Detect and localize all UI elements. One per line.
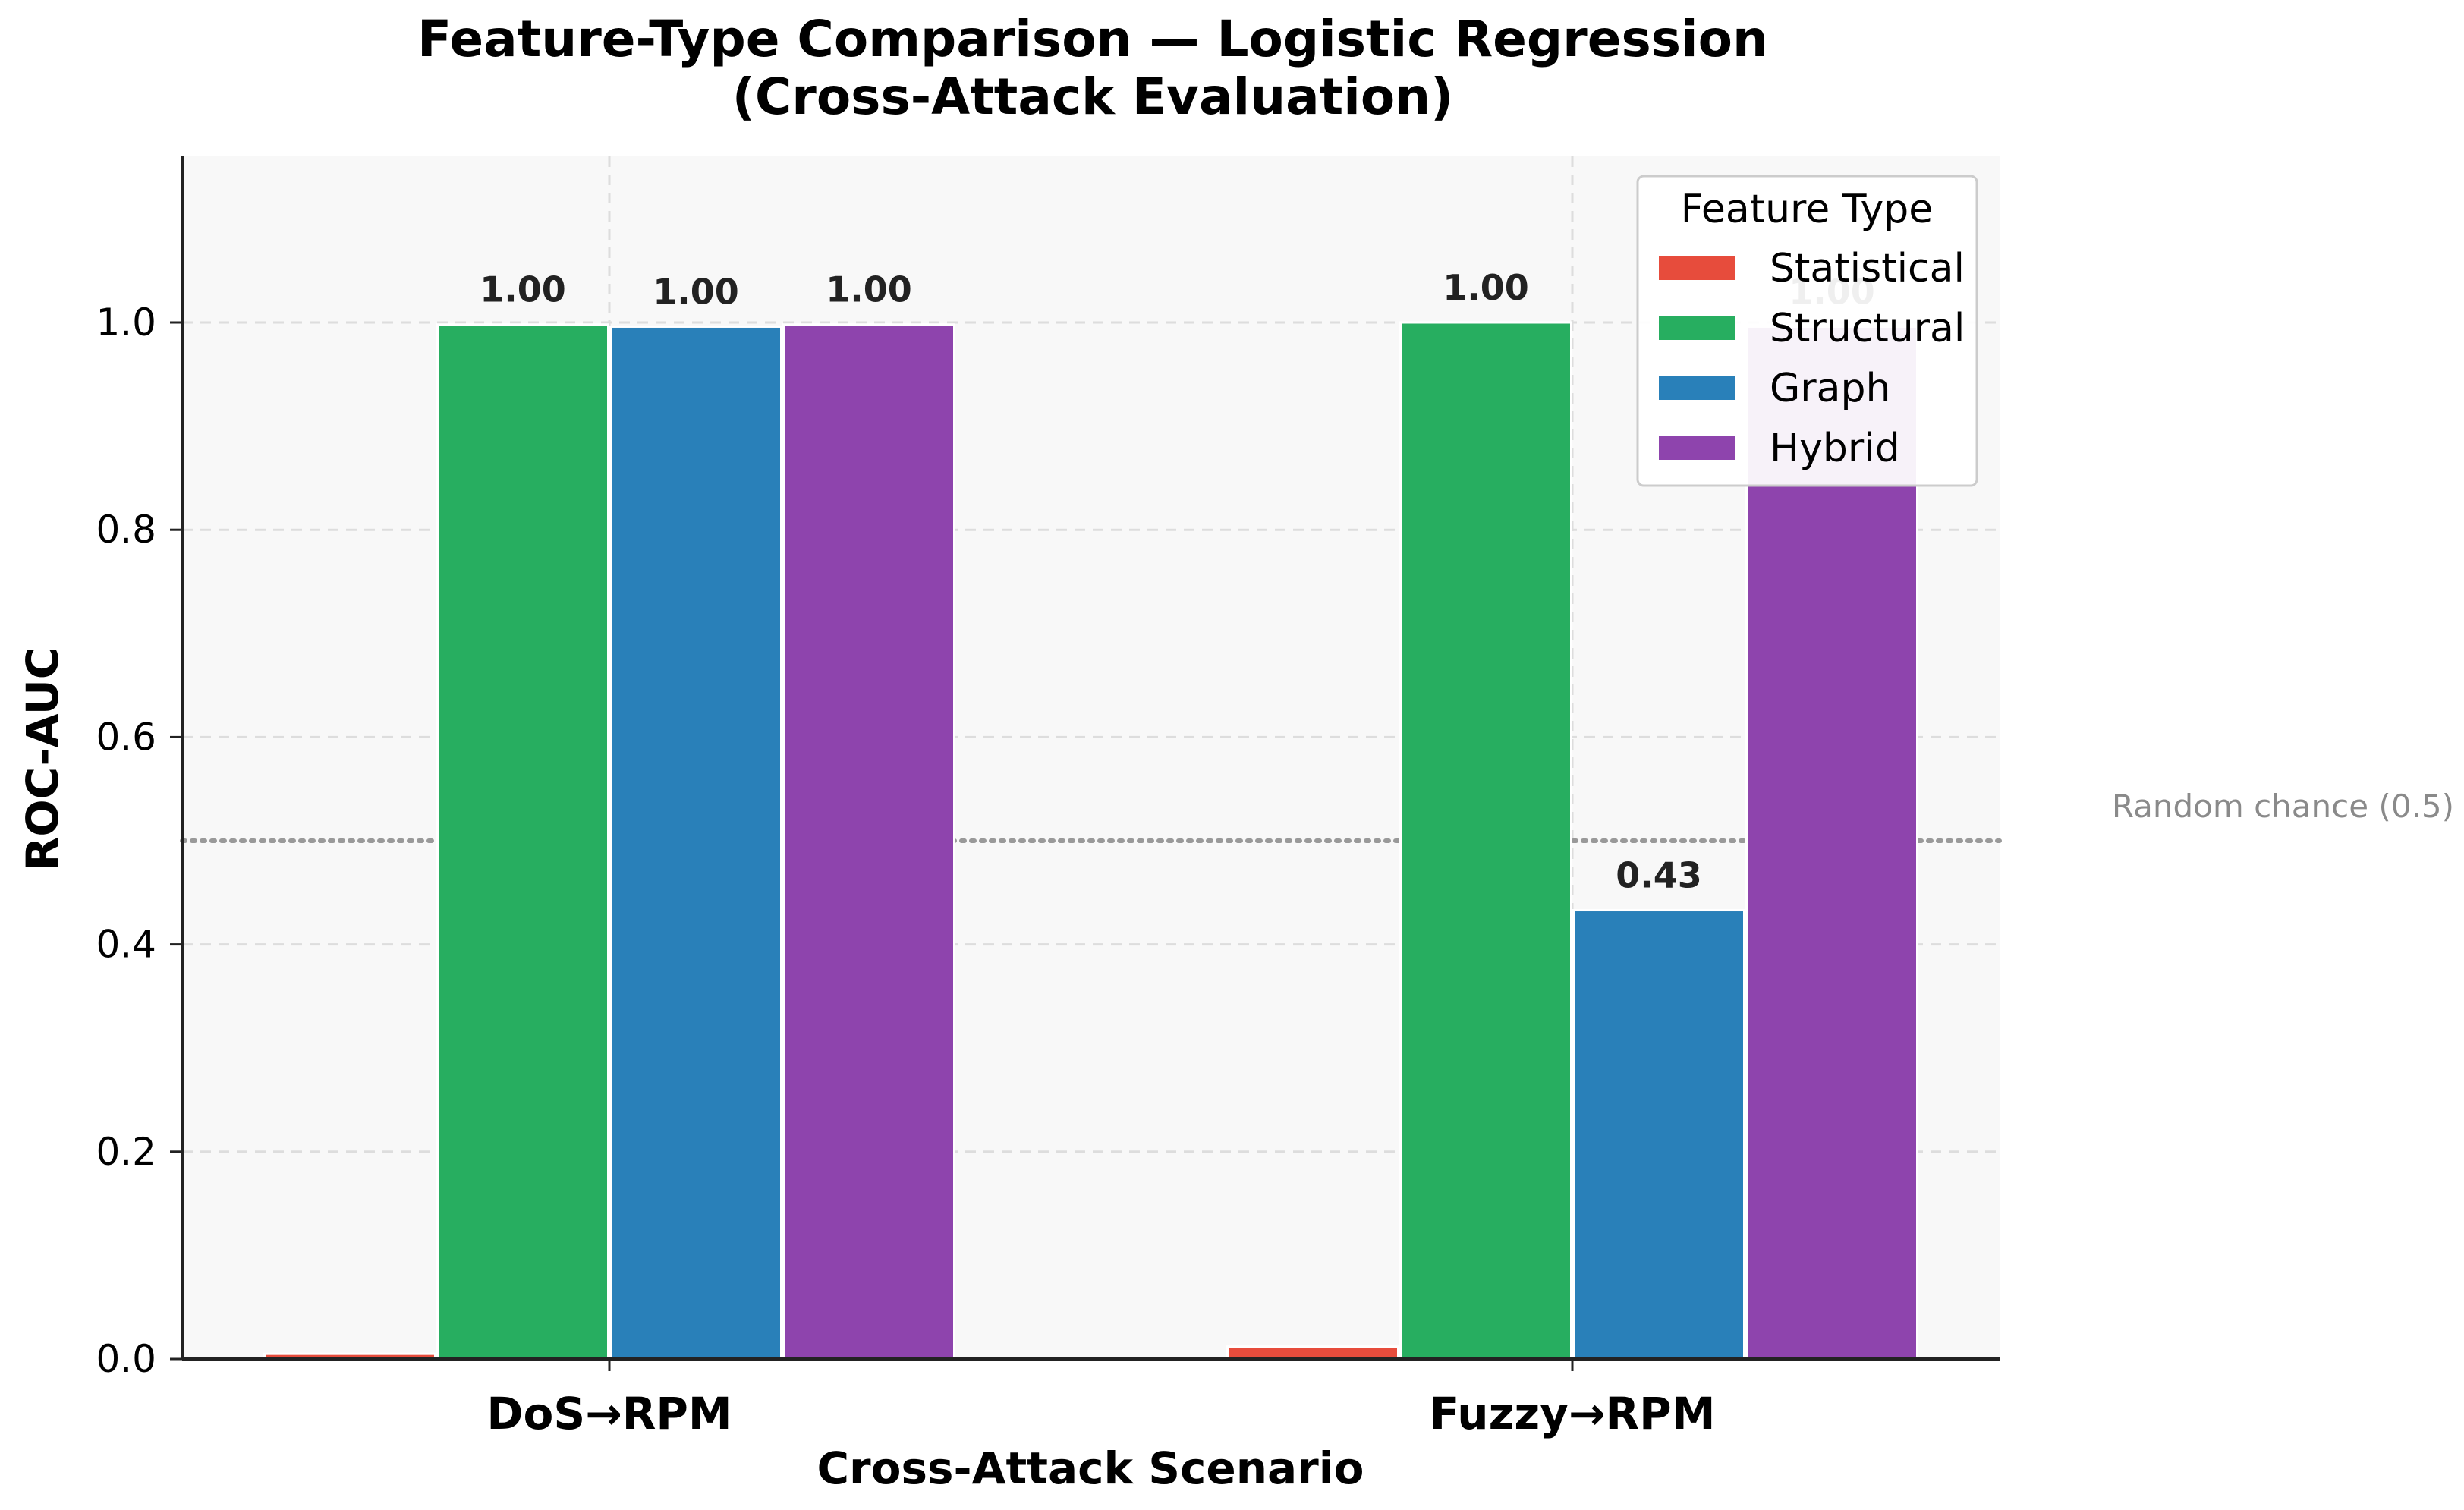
y-tick-label: 0.2 — [96, 1130, 156, 1174]
bar-structural — [1399, 321, 1572, 1361]
legend-title: Feature Type — [1681, 187, 1933, 232]
x-ticks-layer: DoS→RPM Fuzzy→RPM — [486, 1359, 1715, 1439]
y-axis-label: ROC-AUC — [17, 647, 68, 871]
x-tick-label: Fuzzy→RPM — [1430, 1388, 1716, 1439]
legend-label-hybrid: Hybrid — [1770, 426, 1900, 471]
bar-value-label: 1.00 — [653, 271, 739, 312]
bars-layer — [263, 321, 1918, 1361]
legend-label-statistical: Statistical — [1770, 246, 1965, 291]
bar-graph — [1572, 909, 1745, 1361]
legend-swatch-hybrid — [1659, 436, 1735, 460]
y-tick-label: 0.4 — [96, 923, 156, 967]
y-ticks-layer: 0.0 0.2 0.4 0.6 0.8 1.0 — [96, 300, 182, 1381]
random-chance-label: Random chance (0.5) — [2112, 788, 2454, 825]
legend[interactable]: Feature Type Statistical Structural Graph H… — [1636, 175, 1978, 487]
legend-items: Statistical Structural Graph Hybrid — [1659, 246, 1965, 471]
y-tick-label: 0.6 — [96, 715, 156, 759]
bar-structural — [436, 323, 609, 1361]
chart-title-line-2: (Cross-Attack Evaluation) — [732, 68, 1454, 126]
chart-title-line-1: Feature-Type Comparison — Logistic Regre… — [417, 10, 1768, 68]
bar-value-label: 0.43 — [1616, 855, 1702, 896]
bar-value-label: 1.00 — [1443, 267, 1529, 308]
legend-box — [1636, 175, 1978, 487]
y-tick-label: 1.0 — [96, 300, 156, 344]
legend-label-graph: Graph — [1770, 366, 1891, 411]
legend-swatch-graph — [1659, 376, 1735, 400]
bar-value-label: 1.00 — [480, 269, 566, 310]
legend-swatch-structural — [1659, 316, 1735, 340]
value-labels-layer: 1.001.001.000.431.001.00 — [480, 267, 1875, 896]
legend-swatch-statistical — [1659, 256, 1735, 280]
bar-graph — [609, 325, 782, 1361]
bar-value-label: 1.00 — [826, 269, 912, 310]
y-tick-label: 0.8 — [96, 508, 156, 552]
bar-hybrid — [782, 323, 955, 1361]
legend-label-structural: Structural — [1770, 306, 1965, 351]
y-tick-label: 0.0 — [96, 1337, 156, 1381]
x-tick-label: DoS→RPM — [486, 1388, 732, 1439]
x-axis-label: Cross-Attack Scenario — [817, 1442, 1364, 1494]
bar-statistical — [1226, 1345, 1399, 1361]
